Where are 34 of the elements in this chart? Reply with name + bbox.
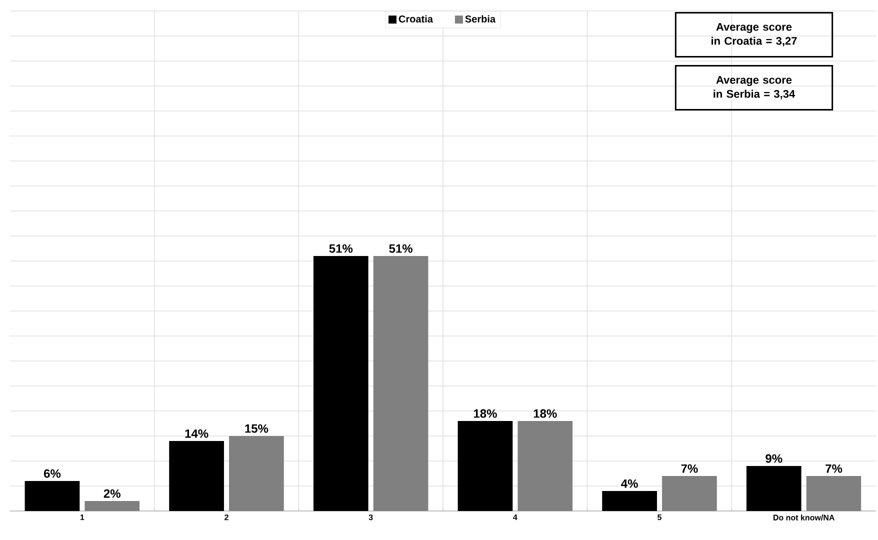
bar	[746, 466, 802, 511]
data-label: 7%	[681, 464, 698, 473]
annotation: Average score in Croatia = 3,27	[712, 23, 797, 46]
x-tick-label: 4	[513, 514, 518, 520]
data-label: 7%	[826, 464, 842, 473]
bar	[458, 420, 513, 511]
data-label: 18%	[534, 409, 557, 418]
legend-label: Serbia	[465, 15, 496, 23]
data-label: 9%	[766, 454, 782, 463]
bar	[662, 476, 717, 511]
bar	[602, 490, 657, 511]
data-label: 51%	[329, 244, 353, 253]
annotation: Average score in Serbia = 3,34	[714, 76, 796, 100]
bar	[806, 476, 862, 511]
data-label: 14%	[185, 429, 208, 438]
x-tick-label: 1	[80, 514, 84, 520]
bar	[313, 256, 368, 511]
data-label: 18%	[474, 409, 497, 418]
bar	[24, 480, 80, 511]
x-tick-label: 2	[224, 514, 228, 520]
data-label: 4%	[621, 479, 638, 488]
bar	[84, 500, 140, 511]
data-label: 15%	[245, 424, 268, 433]
legend-label: Croatia	[398, 15, 434, 23]
data-label: 51%	[389, 244, 412, 253]
x-tick-label: 5	[658, 514, 662, 520]
x-tick-label: Do not know/NA	[773, 514, 835, 520]
data-label: 6%	[44, 469, 61, 478]
bar	[373, 256, 428, 511]
data-label: 2%	[104, 489, 120, 498]
bar	[518, 420, 573, 511]
bar	[169, 440, 224, 511]
x-tick-label: 3	[368, 514, 373, 520]
bar	[229, 436, 284, 511]
